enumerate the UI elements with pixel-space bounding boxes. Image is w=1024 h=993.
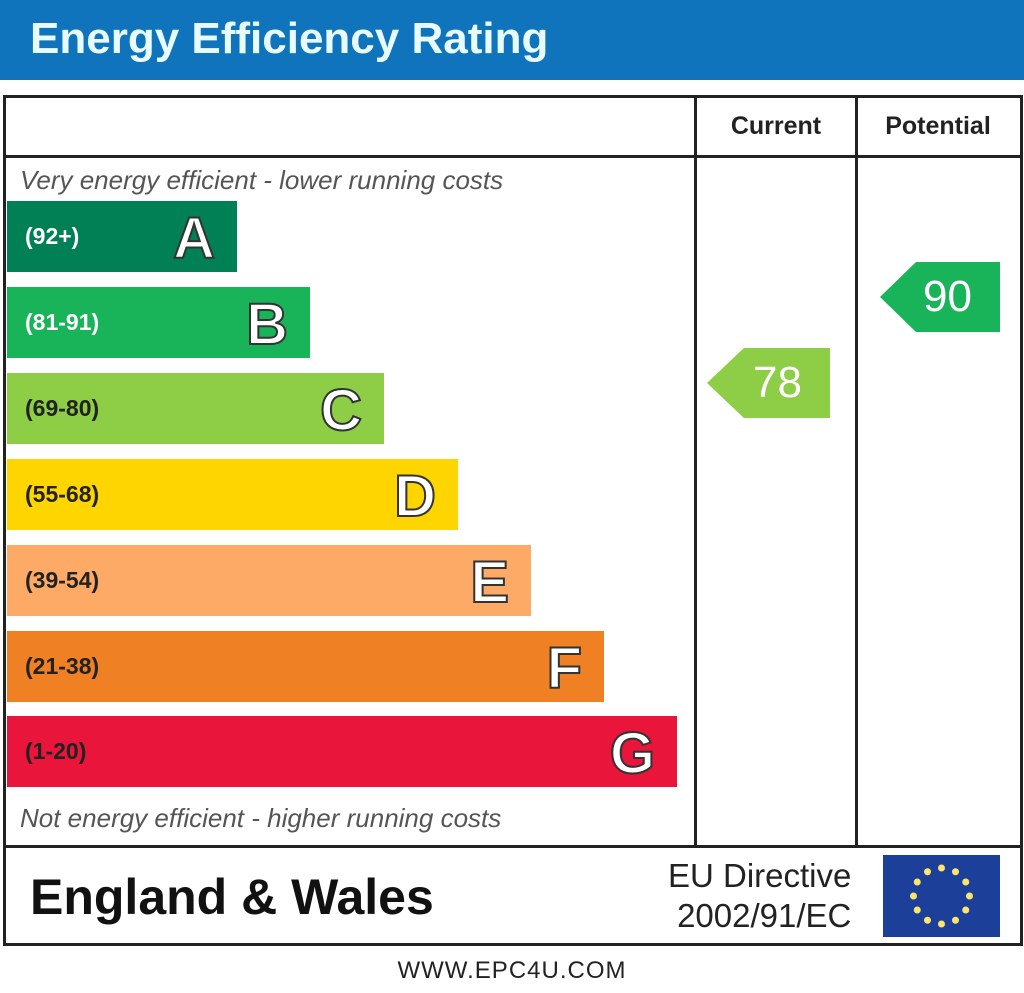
directive-line1: EU Directive — [668, 857, 852, 894]
band-B: (81-91) B — [7, 287, 310, 358]
band-F: (21-38) F — [7, 631, 604, 702]
footer-divider — [3, 845, 1021, 848]
current-rating-value: 78 — [753, 358, 802, 407]
band-E: (39-54) E — [7, 545, 531, 616]
star-icon — [938, 920, 945, 928]
band-letter: G — [609, 720, 656, 787]
top-note: Very energy efficient - lower running co… — [20, 165, 504, 195]
band-letter: C — [319, 377, 363, 444]
star-icon — [962, 906, 970, 914]
star-icon — [924, 916, 931, 924]
directive-line2: 2002/91/EC — [677, 897, 852, 934]
bottom-note: Not energy efficient - higher running co… — [20, 803, 502, 833]
rating-frame — [3, 95, 1023, 946]
star-icon — [966, 892, 973, 900]
band-G: (1-20) G — [7, 716, 677, 787]
star-icon — [910, 892, 917, 900]
band-D: (55-68) D — [7, 459, 458, 530]
column-divider — [855, 95, 858, 847]
star-icon — [962, 878, 970, 886]
column-header-current: Current — [730, 112, 822, 140]
band-letter: F — [546, 635, 583, 702]
band-letter: D — [393, 463, 437, 530]
directive-label: EU Directive 2002/91/EC — [668, 856, 851, 936]
band-letter: A — [172, 205, 216, 272]
star-icon — [952, 916, 959, 924]
title-banner — [0, 0, 1024, 80]
website-label: WWW.EPC4U.COM — [397, 957, 627, 984]
star-icon — [952, 868, 959, 876]
column-header-potential: Potential — [885, 112, 991, 140]
header-divider — [3, 155, 1021, 158]
band-range: (92+) — [25, 223, 80, 249]
band-C: (69-80) C — [7, 373, 384, 444]
star-icon — [913, 906, 921, 914]
band-range: (39-54) — [25, 567, 100, 593]
region-label: England & Wales — [30, 869, 434, 925]
potential-rating-arrow: 90 — [880, 262, 1000, 332]
band-range: (55-68) — [25, 481, 100, 507]
band-letter: E — [469, 549, 510, 616]
band-range: (21-38) — [25, 653, 100, 679]
star-icon — [924, 868, 931, 876]
band-range: (81-91) — [25, 309, 100, 335]
star-icon — [913, 878, 921, 886]
potential-rating-value: 90 — [923, 272, 972, 321]
column-divider — [694, 95, 697, 847]
band-A: (92+) A — [7, 201, 237, 272]
chart-title: Energy Efficiency Rating — [30, 14, 549, 63]
band-range: (69-80) — [25, 395, 100, 421]
eu-flag-icon — [883, 855, 1000, 937]
star-icon — [938, 864, 945, 872]
band-range: (1-20) — [25, 738, 87, 764]
band-letter: B — [245, 291, 289, 358]
